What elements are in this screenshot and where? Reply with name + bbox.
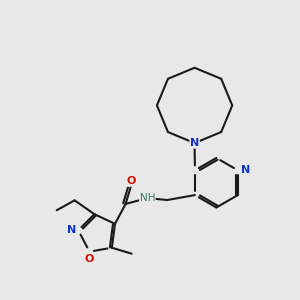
Text: N: N bbox=[241, 165, 250, 175]
Text: O: O bbox=[85, 254, 94, 264]
Text: O: O bbox=[127, 176, 136, 186]
Text: N: N bbox=[67, 225, 76, 235]
Text: NH: NH bbox=[140, 193, 155, 203]
Text: N: N bbox=[190, 138, 199, 148]
